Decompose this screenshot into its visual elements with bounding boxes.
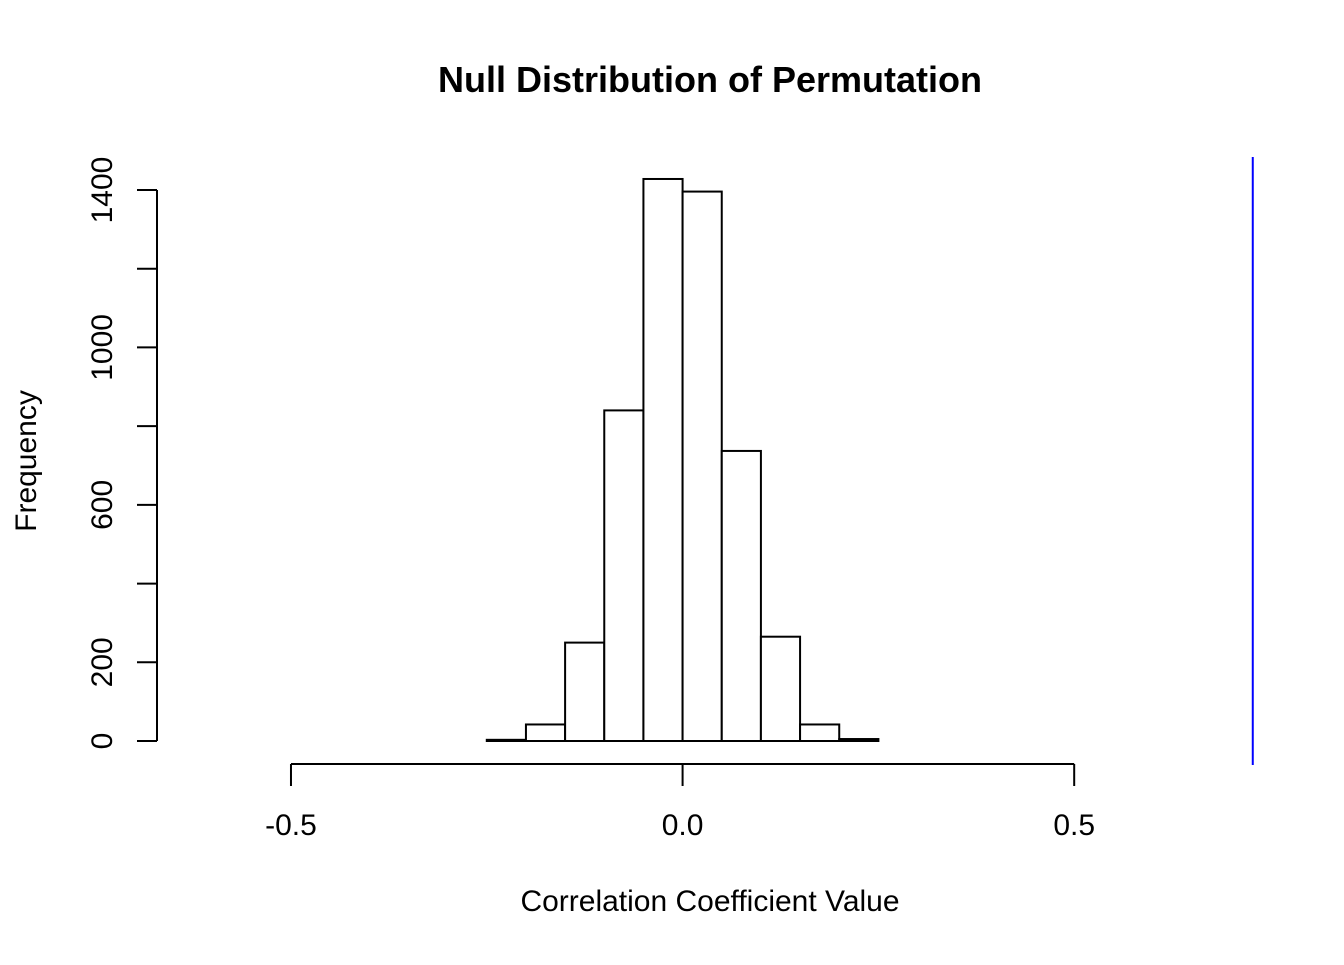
histogram-bar <box>720 449 762 742</box>
x-axis-label: Correlation Coefficient Value <box>520 885 899 918</box>
x-tick-label: -0.5 <box>265 809 317 842</box>
x-tick-label: 0.5 <box>1053 809 1095 842</box>
y-axis: 0 200 600 1000 1400 <box>86 157 158 750</box>
x-axis: -0.5 0.0 0.5 <box>265 763 1095 842</box>
y-tick-label: 600 <box>86 480 119 530</box>
histogram-bar <box>564 641 606 742</box>
chart-title: Null Distribution of Permutation <box>438 59 982 100</box>
y-tick-label: 1000 <box>86 314 119 381</box>
histogram-bar <box>799 723 841 742</box>
x-tick-label: 0.0 <box>662 809 704 842</box>
y-tick-label: 200 <box>86 637 119 687</box>
histogram-bar <box>759 635 802 742</box>
histogram-bar <box>642 177 684 743</box>
histogram-bar <box>838 738 880 743</box>
y-axis-label: Frequency <box>10 390 43 532</box>
histogram-bar <box>681 190 723 742</box>
histogram-bar <box>524 723 567 742</box>
histogram-bar <box>603 409 645 742</box>
y-tick-label: 1400 <box>86 157 119 224</box>
histogram-bars <box>485 177 880 743</box>
y-tick-label: 0 <box>86 733 119 750</box>
histogram-bar <box>485 738 527 742</box>
